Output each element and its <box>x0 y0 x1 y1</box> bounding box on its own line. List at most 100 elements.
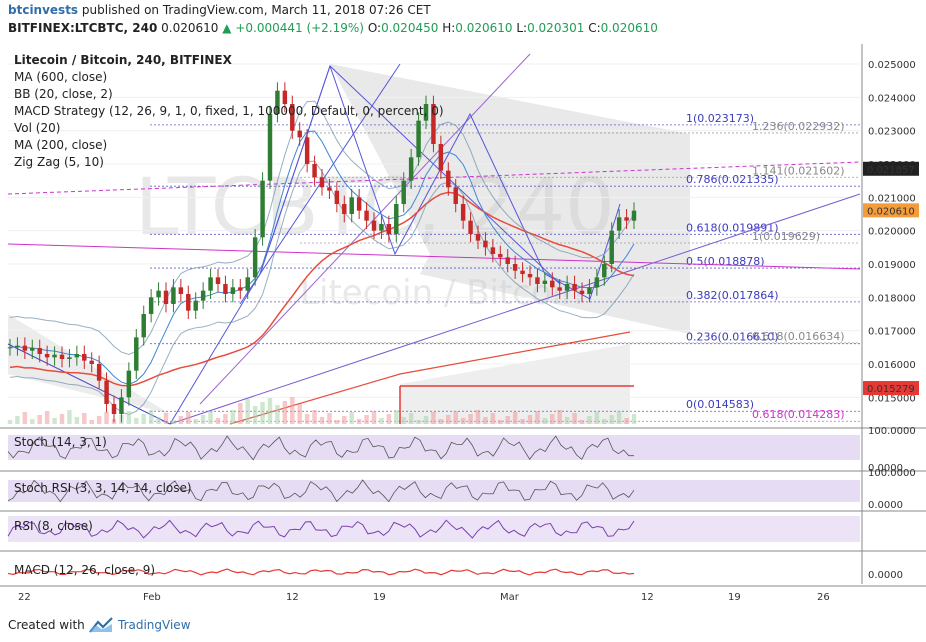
candle-body <box>260 180 265 238</box>
volume-bar <box>460 418 466 424</box>
volume-bar <box>193 419 198 424</box>
macd-label: MACD (12, 26, close, 9) <box>14 563 155 577</box>
candle-body <box>475 234 481 241</box>
fib-level-label: 1(0.019629) <box>752 230 820 243</box>
price-tag-label: 0.021857 <box>867 165 915 176</box>
candle-body <box>550 280 555 288</box>
volume-bar <box>7 420 13 424</box>
candle-body <box>512 264 518 271</box>
volume-bar <box>602 419 607 424</box>
candle-body <box>223 284 228 294</box>
candle-body <box>394 204 399 234</box>
high-value: 0.020610 <box>455 21 513 35</box>
candle-body <box>386 224 392 234</box>
legend-title: Litecoin / Bitcoin, 240, BITFINEX <box>14 53 233 67</box>
volume-bar <box>624 418 629 424</box>
candle-body <box>579 290 585 294</box>
volume-bar <box>104 412 109 424</box>
volume-bar <box>416 420 421 424</box>
stoch-label: Stoch (14, 3, 1) <box>14 435 107 449</box>
candle-body <box>527 274 533 278</box>
symbol-watermark: LTCBTC, 240 <box>135 163 615 253</box>
zigzag-start <box>7 343 171 425</box>
candle-body <box>134 337 139 371</box>
candle-body <box>267 114 273 181</box>
candle-body <box>7 347 13 349</box>
candle-body <box>74 354 80 358</box>
last-price: 0.020610 <box>161 21 219 35</box>
price-tag <box>863 203 919 218</box>
time-tick: 19 <box>728 592 741 603</box>
trend-line-purple <box>169 193 861 425</box>
candle-body <box>30 348 35 351</box>
author-link[interactable]: btcinvests <box>8 3 79 17</box>
candle-body <box>520 270 525 274</box>
candle-body <box>624 217 629 221</box>
volume-bar <box>468 414 473 424</box>
stochrsi-label: Stoch RSI (3, 3, 14, 14, close) <box>14 481 192 495</box>
legend-item: MA (600, close) <box>14 70 107 84</box>
fib-level-label: 1(0.023173) <box>686 112 754 125</box>
fib-retracement: 1(0.023173) 0.786(0.021335) 0.618(0.019891… <box>150 112 860 422</box>
volume-bar <box>431 412 436 424</box>
candle-body <box>171 287 176 304</box>
symbol-name: BITFINEX:LTCBTC, 240 <box>8 21 158 35</box>
candle-body <box>483 240 488 248</box>
price-tag <box>863 161 919 176</box>
candle-body <box>141 314 146 338</box>
candle-body <box>275 90 280 114</box>
low-value: 0.020301 <box>527 21 585 35</box>
volume-bar <box>275 405 280 424</box>
volume-bar <box>572 413 577 424</box>
legend-item: BB (20, close, 2) <box>14 87 113 101</box>
candle-body <box>82 354 87 361</box>
candle-body <box>334 190 340 204</box>
low-label: L: <box>516 21 528 35</box>
candle-body <box>15 345 20 348</box>
price-tick: 0.016000 <box>868 360 916 371</box>
volume-bar <box>498 420 503 424</box>
fib-level-label: 0.618(0.019891) <box>686 221 779 234</box>
time-tick: 12 <box>641 592 654 603</box>
fib-level-label: 0(0.014583) <box>686 398 754 411</box>
time-tick: Mar <box>500 592 520 603</box>
volume-bar <box>22 412 28 424</box>
chart-canvas[interactable]: LTCBTC, 240 Litecoin / Bitcoin 0.0250000… <box>0 44 926 610</box>
footer: Created with TradingView <box>0 610 926 642</box>
candle-body <box>282 90 288 104</box>
high-label: H: <box>442 21 456 35</box>
candle-body <box>126 370 132 398</box>
bb-basis <box>9 130 635 386</box>
volume-bar <box>438 419 444 424</box>
rsi-label: RSI (8, close) <box>14 519 93 533</box>
price-tag-label: 0.020610 <box>867 206 915 217</box>
legend-item: MA (200, close) <box>14 138 107 152</box>
price-tags: 0.021857 0.020610 0.015279 <box>863 161 919 396</box>
candle-body <box>587 287 592 294</box>
candle-body <box>96 364 102 381</box>
volume-bar <box>349 412 354 424</box>
time-axis: 22 Feb 12 19 Mar 12 19 26 <box>18 592 830 603</box>
volume-bar <box>527 415 533 424</box>
volume-bar <box>342 416 347 424</box>
price-tick: 0.015000 <box>868 393 916 404</box>
price-tick: 0.021000 <box>868 193 916 204</box>
candle-body <box>542 280 548 284</box>
volume-bar <box>44 411 50 424</box>
candle-body <box>297 130 302 138</box>
volume-bar <box>490 413 496 424</box>
volume-bar <box>134 418 139 424</box>
volume-bar <box>290 397 295 424</box>
tradingview-brand[interactable]: TradingView <box>118 618 191 632</box>
volume-bar <box>230 410 236 424</box>
price-tick: 0.025000 <box>868 60 916 71</box>
candle-body <box>505 257 510 264</box>
volume-bar <box>319 417 325 424</box>
pitchfork-line-2 <box>329 65 561 285</box>
candle-body <box>490 247 496 254</box>
volume-bar <box>252 406 258 424</box>
price-tick: 0.023000 <box>868 127 916 138</box>
volume-bar <box>312 410 317 424</box>
candle-body <box>312 164 317 178</box>
